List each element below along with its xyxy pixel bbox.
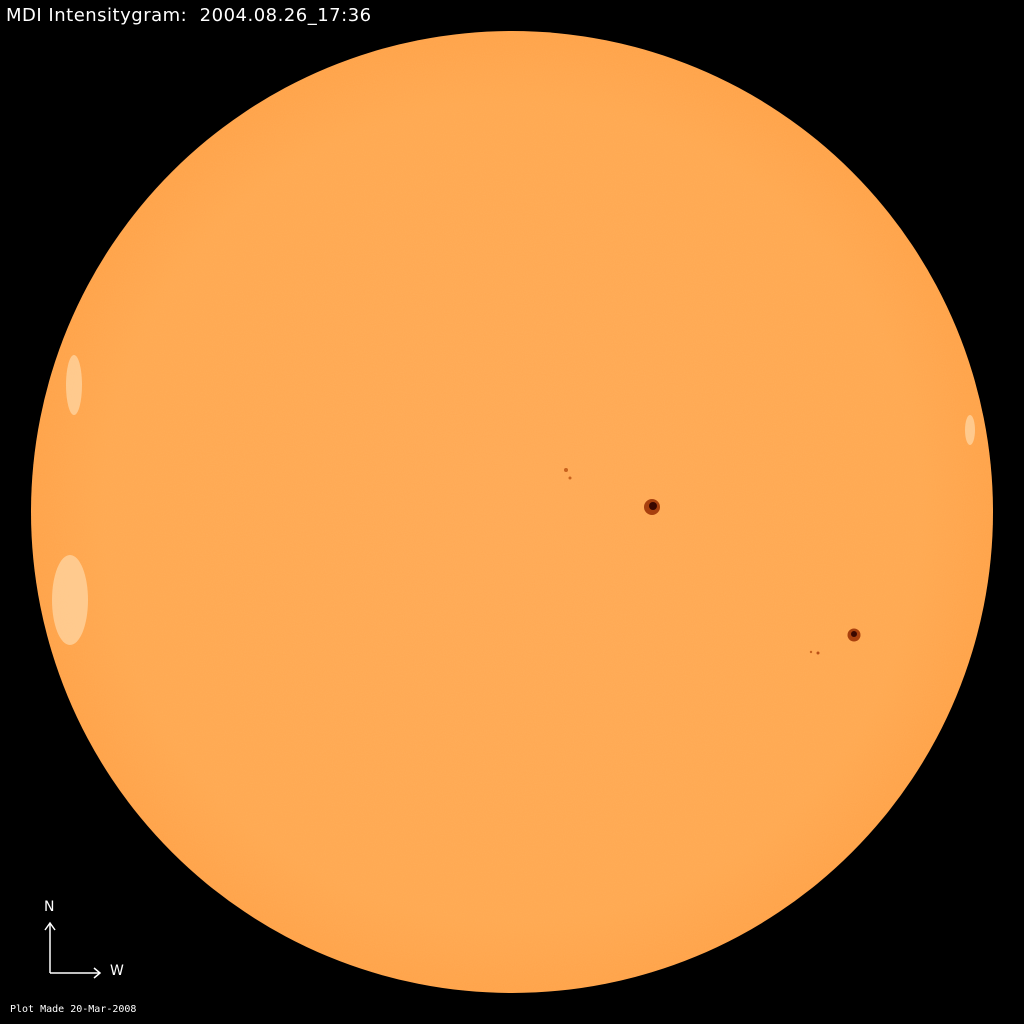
plot-made-date: Plot Made 20-Mar-2008 (10, 1004, 137, 1015)
compass-west-label: W (110, 963, 124, 979)
granulation-texture (31, 31, 993, 993)
faculae-east-limb (52, 355, 975, 645)
compass-arrows (44, 921, 102, 979)
compass-north-label: N (44, 899, 55, 915)
sunspot-group-central (564, 468, 660, 515)
image-title: MDI Intensitygram: 2004.08.26_17:36 (6, 5, 372, 26)
sunspot-group-west (809, 628, 861, 655)
